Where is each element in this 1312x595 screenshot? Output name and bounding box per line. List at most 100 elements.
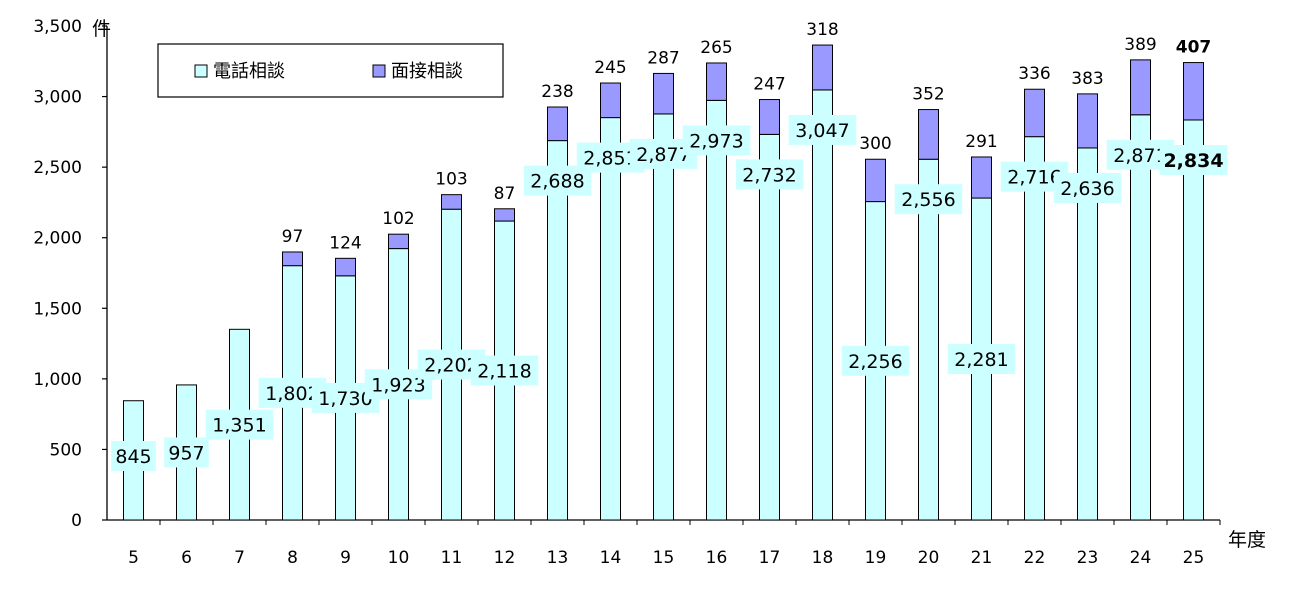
data-label-interview: 87 [494,184,516,204]
x-tick-label: 16 [706,548,728,568]
data-label-phone: 2,834 [1163,150,1223,172]
bar-phone [547,140,568,521]
x-tick-label: 15 [653,548,675,568]
data-label-phone-box [947,344,1016,375]
data-label-phone-box [1159,145,1228,176]
y-tick-label: 2,000 [33,229,82,249]
data-label-interview: 238 [541,82,573,102]
bar-interview [918,109,939,160]
data-label-phone: 2,871 [1113,145,1167,167]
bar-interview [971,156,992,199]
legend-box [157,43,504,98]
data-label-interview: 389 [1124,35,1156,55]
data-label-interview: 97 [282,227,304,247]
data-label-phone: 2,877 [636,144,690,166]
data-label-phone-box [841,345,910,376]
bar-interview [1077,93,1098,149]
x-tick-label: 20 [918,548,940,568]
data-label-interview: 103 [435,170,467,190]
data-label-phone: 2,851 [583,148,637,170]
bar-interview [441,194,462,210]
data-label-phone-box [164,437,209,468]
x-tick-label: 12 [494,548,516,568]
x-tick-label: 17 [759,548,781,568]
data-label-interview: 291 [965,132,997,152]
data-label-interview: 287 [647,48,679,68]
data-label-phone: 2,688 [530,171,584,193]
bar-phone [759,133,780,521]
x-tick-label: 21 [971,548,993,568]
data-label-interview: 245 [594,58,626,78]
data-label-interview: 124 [329,233,361,253]
data-label-phone: 1,923 [371,374,425,396]
y-tick-label: 2,500 [33,158,82,178]
y-tick-label: 3,000 [33,88,82,108]
y-tick-label: 0 [71,511,82,531]
data-label-phone-box [470,355,539,386]
data-label-phone: 845 [115,446,151,468]
legend-label-interview: 面接相談 [391,61,463,82]
data-label-phone: 2,202 [424,355,478,377]
bar-phone [706,99,727,521]
x-tick-label: 9 [340,548,351,568]
data-label-phone: 957 [168,442,204,464]
data-label-interview: 102 [382,209,414,229]
data-label-phone: 2,973 [689,130,743,152]
y-tick-label: 500 [50,440,82,460]
bar-phone [1183,119,1204,521]
x-tick-label: 14 [600,548,622,568]
bar-interview [388,233,409,250]
data-label-phone: 3,047 [795,120,849,142]
x-tick-label: 13 [547,548,569,568]
axes-layer: 0 500 1,000 1,500 2,000 2,500 3,000 3,500 5 6 7 8 9 1… [33,17,1221,568]
bar-phone [812,89,833,521]
bar-phone [1130,114,1151,521]
data-label-phone: 2,256 [848,351,902,373]
data-label-phone: 2,732 [742,164,796,186]
data-label-phone-box [682,125,751,156]
data-label-phone: 2,716 [1007,167,1061,189]
bar-interview [1183,62,1204,121]
y-tick-label: 1,500 [33,299,82,319]
x-tick-label: 19 [865,548,887,568]
data-label-phone: 2,636 [1060,178,1114,200]
x-tick-label: 24 [1130,548,1152,568]
bar-phone [1024,136,1045,521]
x-tick-label: 10 [388,548,410,568]
x-tick-label: 8 [287,548,298,568]
bar-phone [1077,147,1098,521]
bar-interview [865,158,886,203]
data-label-interview: 265 [700,38,732,58]
data-label-interview: 336 [1018,64,1050,84]
bar-interview [653,72,674,115]
bar-interview [706,62,727,101]
data-label-phone: 2,556 [901,189,955,211]
data-label-phone-box [788,114,857,145]
x-tick-label: 6 [181,548,192,568]
bar-interview [812,44,833,91]
x-tick-label: 25 [1183,548,1205,568]
y-tick-label: 1,000 [33,370,82,390]
bar-interview [547,106,568,142]
legend: 電話相談 面接相談 [157,43,504,98]
data-label-phone: 2,118 [477,361,531,383]
bar-interview [759,99,780,135]
data-label-phone-box [1053,172,1122,203]
bar-interview [494,208,515,222]
data-label-interview: 383 [1071,69,1103,89]
data-label-phone: 1,351 [212,415,266,437]
data-label-phone-box [894,184,963,215]
bar-interview [282,251,303,267]
legend-label-phone: 電話相談 [213,61,285,82]
data-label-interview: 318 [806,20,838,40]
x-tick-label: 5 [128,548,139,568]
data-label-interview: 247 [753,75,785,95]
data-label-interview: 352 [912,85,944,105]
data-label-phone-box [111,441,156,471]
data-labels-layer: 845 957 1,351 97 1,802 124 1,730 102 1,923 103 2,2… [111,20,1228,471]
x-tick-label: 23 [1077,548,1099,568]
y-tick-label: 3,500 [33,17,82,37]
bar-phone [600,117,621,521]
x-tick-label: 11 [441,548,463,568]
